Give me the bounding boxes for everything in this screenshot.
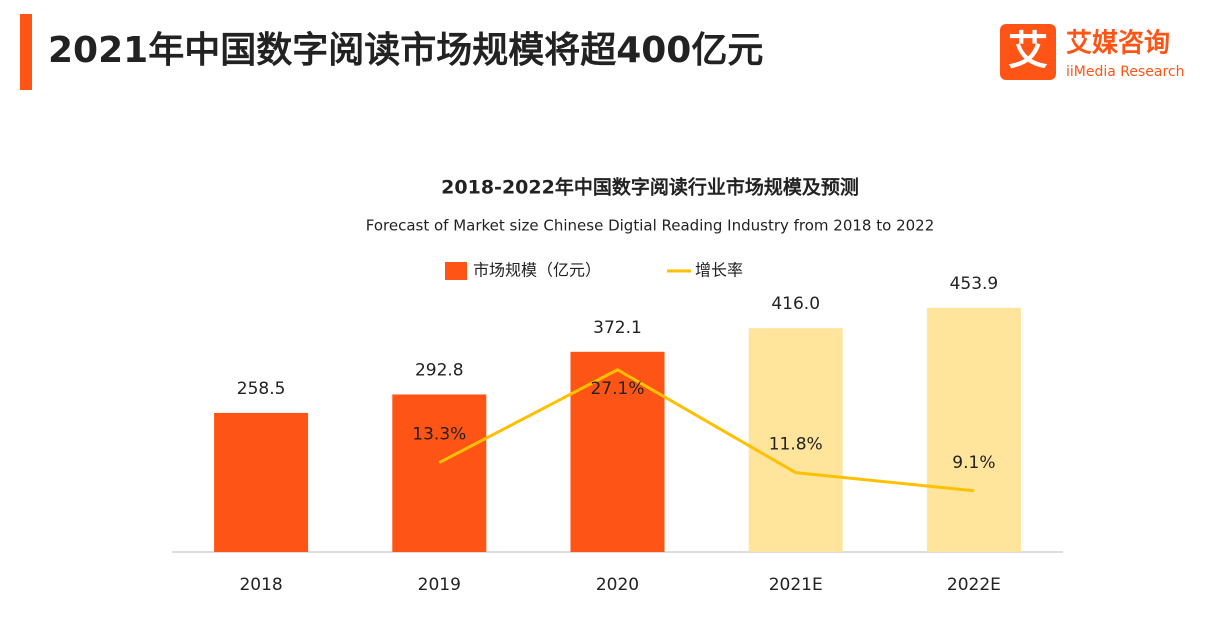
- line-value-label: 13.3%: [412, 425, 466, 445]
- bar: [926, 307, 1021, 552]
- growth-line: [438, 368, 975, 493]
- x-tick-label: 2020: [596, 575, 639, 595]
- line-value-label: 9.1%: [952, 453, 995, 473]
- line-value-label: 11.8%: [769, 435, 823, 455]
- bar-value-label: 372.1: [593, 318, 642, 338]
- bar-value-label: 453.9: [950, 274, 999, 294]
- bar-value-label: 258.5: [237, 379, 286, 399]
- line-value-label: 27.1%: [590, 379, 644, 399]
- legend-swatch: [445, 262, 467, 280]
- logo-sub: iiMedia Research: [1066, 64, 1185, 80]
- x-tick-label: 2022E: [947, 575, 1001, 595]
- logo-box: [1000, 24, 1056, 80]
- title-accent: [20, 14, 32, 90]
- logo-icon: 艾: [1008, 28, 1048, 74]
- bar-value-label: 292.8: [415, 360, 464, 380]
- x-tick-label: 2019: [418, 575, 461, 595]
- bar: [214, 412, 309, 552]
- x-tick-label: 2021E: [769, 575, 823, 595]
- legend-label: 市场规模（亿元）: [473, 261, 601, 280]
- x-tick-label: 2018: [239, 575, 282, 595]
- bar: [392, 394, 487, 552]
- logo-name: 艾媒咨询: [1066, 28, 1170, 59]
- chart-subtitle: Forecast of Market size Chinese Digtial …: [366, 217, 935, 235]
- page-title: 2021年中国数字阅读市场规模将超400亿元: [48, 30, 763, 71]
- bar-value-label: 416.0: [771, 294, 820, 314]
- bar: [748, 328, 843, 552]
- chart-title: 2018-2022年中国数字阅读行业市场规模及预测: [441, 176, 859, 199]
- legend-label: 增长率: [695, 261, 743, 280]
